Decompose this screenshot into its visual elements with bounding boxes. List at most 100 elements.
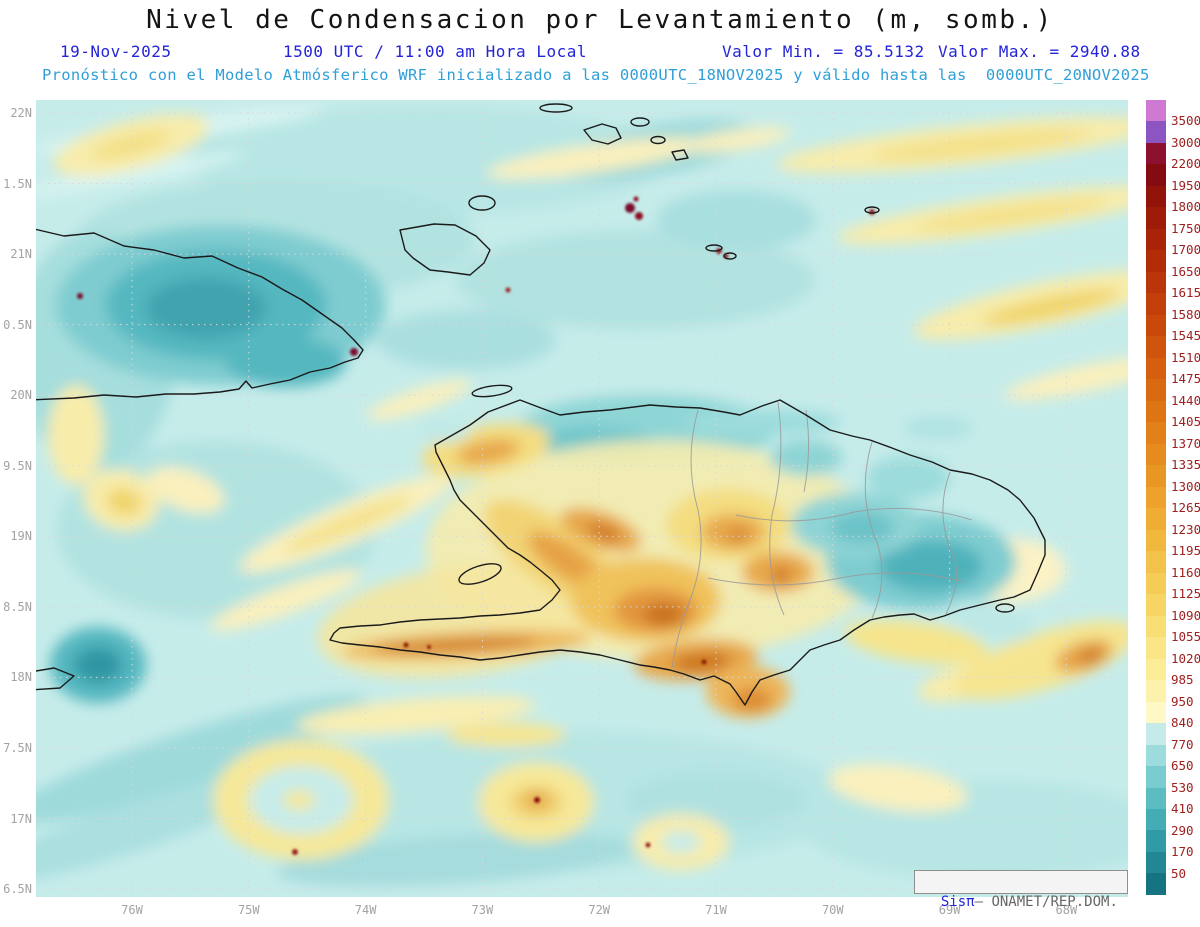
small-cay-1 — [705, 244, 723, 252]
watermark: Sisπ– ONAMET/REP.DOM. — [914, 870, 1128, 910]
color-scale-label: 50 — [1171, 865, 1187, 881]
color-scale-segment — [1146, 529, 1166, 552]
color-scale-label: 1545 — [1171, 328, 1200, 344]
province-borders — [671, 401, 973, 669]
y-tick-label: 1.5N — [3, 176, 32, 191]
great-inagua-island — [399, 223, 491, 276]
color-scale-segment — [1146, 851, 1166, 874]
lcl-field-blobs — [0, 105, 1172, 888]
y-tick-label: 19N — [10, 529, 32, 544]
x-tick-label: 69W — [939, 903, 961, 917]
color-scale-label: 985 — [1171, 672, 1194, 688]
coastlines — [29, 103, 1046, 706]
color-scale-segment — [1146, 379, 1166, 401]
color-scale-label: 1475 — [1171, 371, 1200, 387]
turks-island — [630, 117, 650, 127]
gonave-island — [458, 563, 502, 585]
color-scale-segment — [1146, 486, 1166, 509]
lat-lon-gridlines — [36, 100, 1128, 897]
color-scale-segment — [1146, 250, 1166, 272]
color-scale-label: 1650 — [1171, 263, 1200, 279]
x-tick-label: 75W — [237, 903, 260, 917]
max-value-label: Valor Max. = 2940.88 — [938, 42, 1141, 61]
color-scale-label: 1370 — [1171, 435, 1200, 451]
color-scale-segment — [1146, 357, 1166, 380]
color-scale-segment — [1146, 572, 1166, 595]
color-scale-label: 950 — [1171, 693, 1194, 709]
color-scale-label: 1125 — [1171, 586, 1200, 602]
color-scale-segment — [1146, 873, 1166, 895]
cuba-coastline — [29, 227, 364, 401]
color-scale-label: 1055 — [1171, 629, 1200, 645]
color-scale-segment — [1146, 808, 1166, 831]
tortuga-island — [471, 384, 513, 398]
color-scale-label: 1020 — [1171, 650, 1200, 666]
color-scale-label: 770 — [1171, 736, 1194, 752]
color-scale-segment — [1146, 701, 1166, 724]
min-value-label: Valor Min. = 85.5132 — [722, 42, 925, 61]
color-scale-label: 1090 — [1171, 607, 1200, 623]
pi-symbol: π — [966, 894, 975, 910]
color-scale-label: 1750 — [1171, 220, 1200, 236]
color-scale-segment — [1146, 766, 1166, 788]
color-scale-label: 650 — [1171, 758, 1194, 774]
color-scale-segment — [1146, 637, 1166, 659]
color-scale-segment — [1146, 465, 1166, 487]
map-canvas — [0, 100, 1172, 897]
color-scale-segment — [1146, 594, 1166, 616]
color-scale-segment — [1146, 615, 1166, 638]
x-tick-label: 72W — [588, 903, 611, 917]
date-label: 19-Nov-2025 — [60, 42, 172, 61]
color-scale-label: 1510 — [1171, 349, 1200, 365]
color-scale-segment — [1146, 336, 1166, 358]
x-tick-label: 71W — [705, 903, 727, 917]
x-tick-label: 68W — [1056, 903, 1078, 917]
y-tick-label: 6.5N — [3, 882, 32, 897]
color-scale-label: 1950 — [1171, 177, 1200, 193]
saona-island — [995, 603, 1015, 613]
color-scale-segment — [1146, 551, 1166, 573]
hispaniola-coastline — [329, 399, 1046, 706]
color-scale — [1146, 100, 1166, 895]
x-tick-label: 74W — [354, 903, 377, 917]
y-tick-label: 18N — [10, 670, 32, 685]
y-tick-label: 22N — [10, 106, 32, 120]
color-scale-segment — [1146, 830, 1166, 852]
color-scale-label: 1700 — [1171, 242, 1200, 258]
color-scale-label: 3500 — [1171, 113, 1200, 129]
y-tick-label: 21N — [10, 247, 32, 262]
y-tick-label: 9.5N — [3, 458, 32, 473]
y-tick-label: 17N — [10, 811, 32, 826]
color-scale-label: 290 — [1171, 822, 1194, 838]
color-scale-segment — [1146, 142, 1166, 165]
color-scale-label: 1160 — [1171, 564, 1200, 580]
color-scale-label: 1265 — [1171, 500, 1200, 516]
color-scale-segment — [1146, 271, 1166, 294]
color-scale-label: 530 — [1171, 779, 1194, 795]
little-inagua-island — [468, 195, 496, 211]
x-tick-label: 73W — [471, 903, 494, 917]
color-scale-label: 1580 — [1171, 306, 1200, 322]
color-scale-segment — [1146, 787, 1166, 809]
color-scale-segment — [1146, 100, 1166, 122]
caicos-islands — [583, 123, 622, 145]
extreme-value-dots — [77, 196, 875, 855]
page-title: Nivel de Condensacion por Levantamiento … — [146, 5, 1054, 35]
color-scale-label: 3000 — [1171, 134, 1200, 150]
x-tick-label: 70W — [821, 903, 844, 917]
color-scale-segment — [1146, 207, 1166, 229]
x-tick-label: 76W — [121, 903, 143, 917]
small-cay-3 — [864, 206, 880, 214]
color-scale-segment — [1146, 680, 1166, 702]
watermark-sis: Sis — [940, 894, 967, 910]
color-scale-label: 1335 — [1171, 457, 1200, 473]
y-tick-label: 0.5N — [3, 317, 32, 332]
color-scale-segment — [1146, 400, 1166, 423]
small-cay-2 — [723, 252, 737, 260]
color-scale-label: 1800 — [1171, 199, 1200, 215]
color-scale-segment — [1146, 293, 1166, 315]
color-scale-segment — [1146, 228, 1166, 251]
color-scale-label: 170 — [1171, 844, 1194, 860]
color-scale-segment — [1146, 443, 1166, 466]
